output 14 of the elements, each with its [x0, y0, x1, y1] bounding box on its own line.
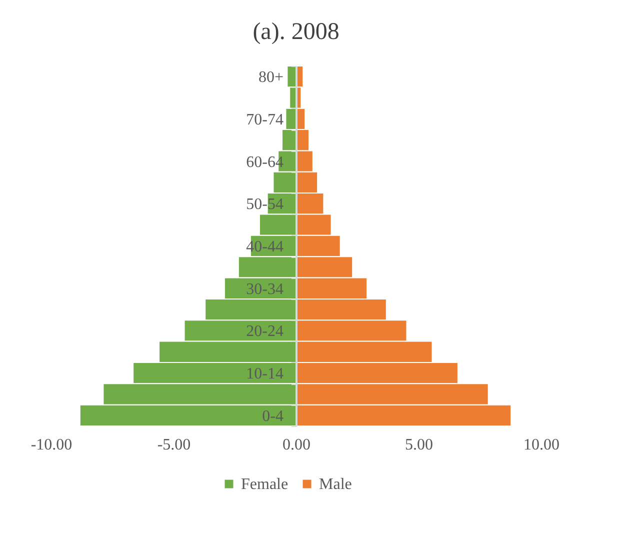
y-tick-label: 30-34 [246, 280, 284, 298]
x-tick-label: 0.00 [282, 436, 310, 454]
y-tick-label: 80+ [258, 69, 284, 86]
x-tick-label: -10.00 [30, 436, 72, 454]
y-tick-label: 0-4 [262, 408, 284, 425]
y-tick-label: 10-14 [246, 366, 284, 383]
y-tick-label: 20-24 [246, 323, 284, 340]
chart-title: (a). 2008 [252, 19, 340, 45]
y-tick-label: 70-74 [246, 111, 284, 128]
x-tick-label: 10.00 [524, 436, 560, 454]
x-tick-label: -5.00 [157, 436, 191, 454]
legend-label: Female [241, 476, 288, 493]
legend-label: Male [319, 476, 352, 493]
x-tick-label: 5.00 [405, 436, 433, 454]
